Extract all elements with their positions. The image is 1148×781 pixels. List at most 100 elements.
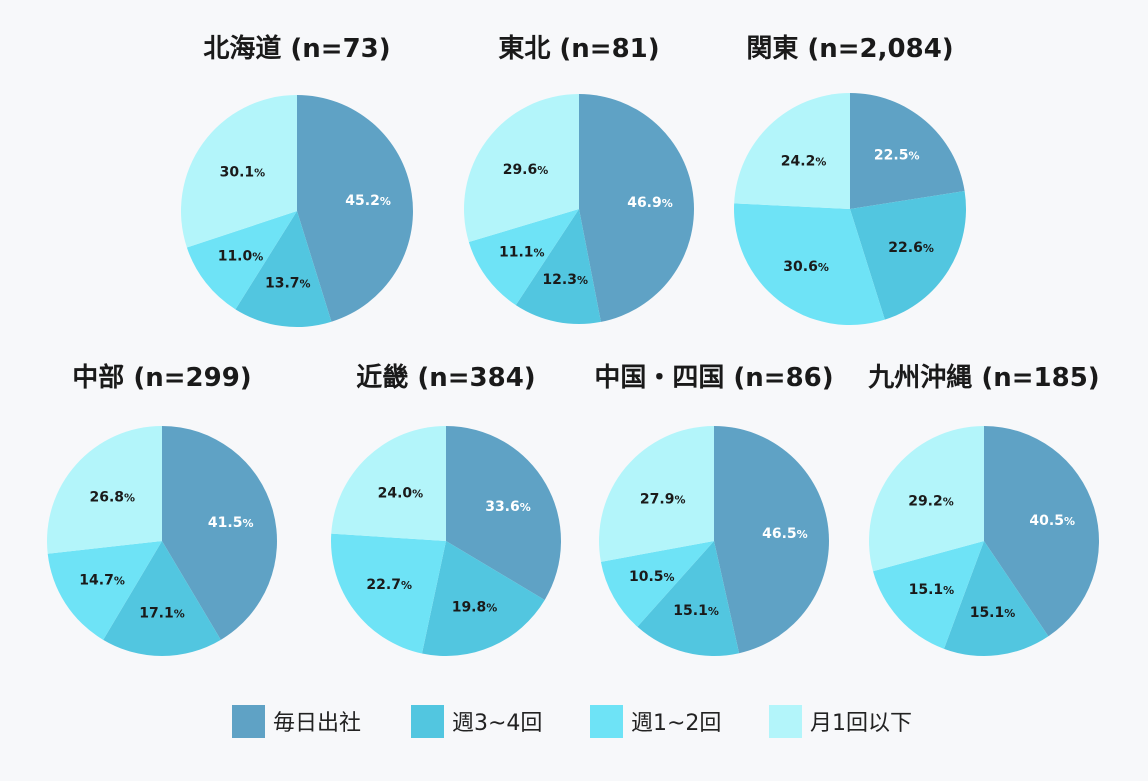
pie-title: 中国・四国 (n=86) — [594, 363, 833, 393]
pie-slice — [463, 94, 579, 242]
pie-chart-7: 九州沖縄 (n=185)40.5%15.1%15.1%29.2% — [867, 363, 1100, 657]
pie-slice — [984, 426, 1100, 637]
data-label-value: 22.5 — [874, 147, 909, 163]
data-label: 40.5% — [1029, 513, 1075, 529]
data-label: 12.3% — [542, 272, 588, 288]
data-label-unit: % — [664, 571, 675, 584]
legend-swatch — [411, 705, 444, 738]
pie-title: 九州沖縄 (n=185) — [867, 363, 1099, 393]
data-label-value: 45.2 — [345, 193, 380, 209]
data-label: 27.9% — [640, 491, 686, 507]
legend-label: 月1回以下 — [810, 711, 912, 736]
data-label-unit: % — [674, 493, 685, 506]
data-label-value: 11.1 — [499, 245, 534, 261]
legend-label: 週1~2回 — [631, 711, 721, 736]
pie-title: 東北 (n=81) — [498, 34, 659, 64]
data-label-unit: % — [1004, 607, 1015, 620]
pie-chart-1: 北海道 (n=73)45.2%13.7%11.0%30.1% — [180, 33, 413, 327]
pie-title: 近畿 (n=384) — [356, 363, 535, 393]
data-label: 29.6% — [503, 162, 549, 178]
pie-slice — [331, 426, 446, 541]
data-label-value: 17.1 — [139, 605, 174, 621]
data-label-value: 29.6 — [503, 162, 538, 178]
pie-slice — [873, 541, 984, 649]
data-label-unit: % — [300, 277, 311, 290]
data-label-value: 22.7 — [366, 577, 401, 593]
data-label: 13.7% — [265, 275, 311, 291]
pie-slice — [446, 426, 561, 600]
pie-title: 関東 (n=2,084) — [746, 34, 953, 64]
data-label: 17.1% — [139, 605, 185, 621]
data-label-value: 46.9 — [627, 195, 662, 211]
data-label-unit: % — [174, 607, 185, 620]
data-label-unit: % — [943, 584, 954, 597]
data-label-value: 14.7 — [79, 573, 114, 589]
legend-label: 毎日出社 — [273, 711, 361, 736]
data-label-unit: % — [797, 528, 808, 541]
pie-slice — [47, 541, 162, 640]
pie-slice — [598, 425, 714, 562]
pie-title: 中部 (n=299) — [72, 363, 251, 393]
data-label-value: 30.1 — [220, 165, 255, 181]
data-label: 11.0% — [218, 248, 264, 264]
pie-slice — [468, 209, 579, 306]
data-label-value: 13.7 — [265, 275, 300, 291]
pie-slice — [235, 211, 332, 327]
data-label: 41.5% — [208, 515, 254, 531]
data-label-value: 15.1 — [673, 603, 708, 619]
data-label-value: 22.6 — [888, 240, 923, 256]
pie-slice — [180, 95, 297, 248]
pie-slice — [579, 94, 695, 322]
legend-item: 月1回以下 — [769, 705, 912, 738]
pie-slice — [734, 203, 885, 325]
data-label-unit: % — [412, 487, 423, 500]
data-label: 10.5% — [629, 569, 675, 585]
pie-slice — [850, 191, 967, 320]
data-label: 15.1% — [909, 582, 955, 598]
legend-swatch — [590, 705, 623, 738]
data-label-unit: % — [662, 197, 673, 210]
pie-slice — [162, 426, 277, 640]
pie-slice — [600, 541, 714, 627]
data-label: 30.1% — [220, 165, 266, 181]
data-label-unit: % — [818, 261, 829, 274]
data-label-value: 27.9 — [640, 491, 675, 507]
data-label: 24.0% — [378, 485, 424, 501]
data-label-unit: % — [380, 195, 391, 208]
pie-chart-6: 中国・四国 (n=86)46.5%15.1%10.5%27.9% — [594, 363, 834, 656]
data-label-value: 11.0 — [218, 248, 253, 264]
data-label-value: 46.5 — [762, 526, 797, 542]
legend-swatch — [232, 705, 265, 738]
data-label-value: 29.2 — [908, 494, 943, 510]
data-label: 24.2% — [781, 153, 827, 169]
data-label-unit: % — [124, 492, 135, 505]
data-label: 29.2% — [908, 494, 954, 510]
legend-item: 毎日出社 — [232, 705, 361, 738]
pie-slice — [103, 541, 221, 656]
data-label-value: 33.6 — [485, 499, 520, 515]
pie-title: 北海道 (n=73) — [203, 33, 390, 64]
pie-slice — [714, 426, 830, 654]
data-label-unit: % — [520, 501, 531, 514]
data-label: 46.9% — [627, 195, 673, 211]
data-label-value: 24.2 — [781, 153, 816, 169]
pie-slice — [46, 426, 162, 554]
data-label-unit: % — [114, 575, 125, 588]
data-label: 33.6% — [485, 499, 531, 515]
data-label: 14.7% — [79, 573, 125, 589]
data-label-unit: % — [242, 517, 253, 530]
data-label: 22.5% — [874, 147, 920, 163]
data-label-value: 15.1 — [970, 605, 1005, 621]
data-label-unit: % — [815, 155, 826, 168]
legend-label: 週3~4回 — [452, 711, 542, 736]
data-label-unit: % — [943, 496, 954, 509]
data-label-unit: % — [708, 605, 719, 618]
data-label: 15.1% — [673, 603, 719, 619]
data-label-value: 30.6 — [783, 259, 818, 275]
pie-slice — [515, 209, 601, 324]
data-label: 11.1% — [499, 245, 545, 261]
data-label: 30.6% — [783, 259, 829, 275]
pie-slice — [943, 541, 1049, 657]
